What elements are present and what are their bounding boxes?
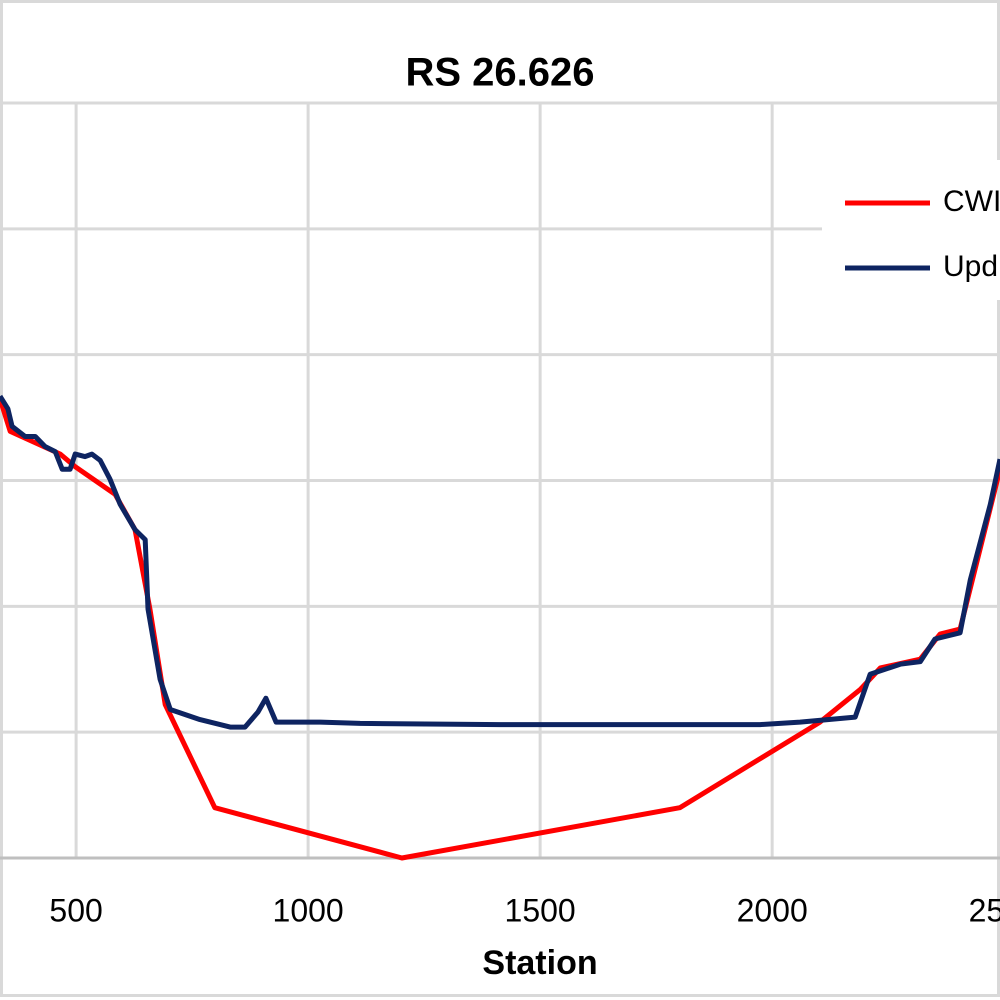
data-line	[0, 397, 1000, 861]
x-tick-label: 2000	[737, 892, 808, 928]
x-tick-label: 1000	[273, 892, 344, 928]
legend-label: CWI	[943, 185, 1000, 218]
chart-title: RS 26.626	[405, 51, 594, 95]
x-tick-label: 2500	[969, 892, 1000, 928]
x-tick-label: 500	[49, 892, 102, 928]
data-line	[0, 394, 1000, 730]
legend-label: Upd	[943, 250, 998, 283]
legend-box	[822, 160, 1000, 300]
grid	[0, 101, 1000, 860]
x-tick-label: 1500	[505, 892, 576, 928]
plot	[0, 394, 1000, 861]
legend: CWI Upd	[822, 160, 1000, 300]
x-axis-label: Station	[482, 944, 597, 982]
